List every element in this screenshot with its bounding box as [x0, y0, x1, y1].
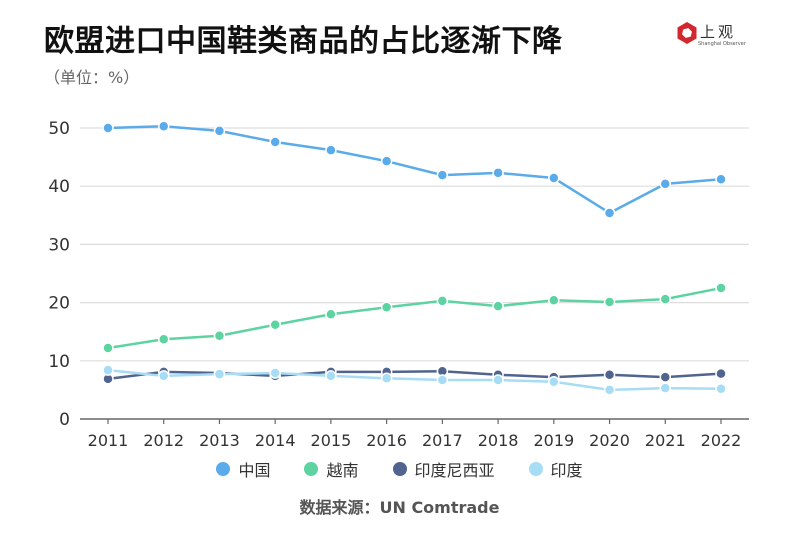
data-point: [603, 296, 616, 308]
logo-hexagon-icon: [677, 22, 697, 44]
data-point: [325, 308, 337, 320]
legend-marker-icon: [304, 462, 319, 476]
data-point: [380, 372, 393, 385]
data-point: [157, 370, 170, 382]
y-tick-label: 0: [59, 410, 70, 430]
data-point: [157, 333, 170, 346]
data-point: [325, 144, 337, 156]
logo-subtext: Shanghai Observer: [698, 41, 746, 47]
logo-text: 上观: [700, 23, 737, 41]
data-point: [548, 294, 560, 307]
legend-marker-icon: [528, 462, 543, 476]
data-point: [213, 125, 226, 137]
data-point: [436, 374, 449, 386]
data-point: [436, 295, 449, 307]
legend-label: 印度尼西亚: [414, 461, 495, 480]
data-point: [492, 374, 504, 386]
x-tick-label: 2021: [645, 431, 686, 450]
data-point: [659, 371, 672, 383]
data-point: [603, 384, 616, 396]
x-tick-label: 2018: [478, 431, 519, 450]
legend-item[interactable]: 中国: [216, 457, 270, 481]
y-tick-label: 40: [48, 177, 70, 197]
data-point: [659, 293, 672, 305]
series-3: [102, 364, 727, 396]
legend-label: 越南: [326, 461, 359, 480]
legend-item[interactable]: 印度: [528, 457, 583, 481]
y-tick-label: 50: [48, 119, 70, 139]
data-point: [548, 376, 560, 388]
legend-item[interactable]: 印度尼西亚: [392, 457, 495, 481]
x-tick-label: 2015: [311, 431, 352, 450]
data-point: [492, 167, 504, 179]
series-group: [102, 120, 727, 396]
data-point: [157, 120, 170, 133]
x-tick-label: 2014: [255, 431, 296, 450]
line-chart: 0 10 20 30 40 50 2011 2012 2013 2014 2015 2016 2017…: [48, 119, 749, 450]
data-point: [213, 330, 226, 342]
y-axis-ticks: 0 10 20 30 40 50: [48, 119, 70, 430]
x-tick-label: 2012: [143, 431, 184, 450]
shanghai-observer-logo: 上观 Shanghai Observer: [676, 22, 756, 52]
legend-label: 印度: [550, 461, 583, 480]
legend-label: 中国: [238, 461, 271, 480]
data-point: [492, 300, 504, 312]
data-point: [269, 318, 281, 331]
data-point: [102, 122, 114, 134]
series-0: [102, 120, 727, 219]
x-tick-label: 2019: [533, 431, 574, 450]
x-tick-label: 2020: [589, 431, 630, 450]
legend-marker-icon: [216, 462, 231, 476]
x-tick-label: 2011: [88, 431, 129, 450]
data-point: [213, 368, 226, 380]
legend-marker-icon: [392, 462, 407, 476]
x-tick-label: 2017: [422, 431, 463, 450]
data-point: [102, 364, 114, 376]
chart-title: 欧盟进口中国鞋类商品的占比逐渐下降: [44, 24, 563, 59]
data-point: [715, 367, 727, 380]
data-point: [380, 301, 393, 314]
y-tick-label: 20: [48, 294, 70, 314]
y-tick-label: 30: [48, 235, 70, 255]
legend: 中国 越南 印度尼西亚 印度: [0, 457, 799, 481]
data-point: [269, 136, 281, 148]
data-point: [715, 173, 727, 185]
data-point: [603, 207, 616, 219]
data-point: [715, 282, 727, 294]
x-tick-label: 2016: [366, 431, 407, 450]
legend-item[interactable]: 越南: [304, 457, 359, 481]
series-line: [107, 368, 722, 392]
data-point: [102, 342, 114, 354]
data-point: [436, 169, 449, 181]
x-tick-label: 2013: [199, 431, 240, 450]
x-tick-label: 2022: [701, 431, 742, 450]
grid-lines: [80, 127, 749, 362]
y-tick-label: 10: [48, 352, 70, 372]
data-point: [548, 172, 560, 184]
data-point: [269, 367, 281, 379]
data-point: [659, 178, 672, 190]
series-line: [107, 370, 722, 381]
data-point: [715, 382, 727, 395]
data-point: [603, 369, 616, 381]
data-source: 数据来源：UN Comtrade: [299, 498, 500, 517]
series-line: [107, 125, 722, 215]
series-line: [107, 286, 722, 350]
unit-label: （单位：%）: [44, 68, 140, 87]
data-point: [659, 382, 672, 394]
data-point: [325, 370, 337, 382]
x-axis: 2011 2012 2013 2014 2015 2016 2017 2018 2019 2020…: [80, 418, 749, 450]
data-point: [380, 155, 393, 167]
series-1: [102, 282, 727, 354]
